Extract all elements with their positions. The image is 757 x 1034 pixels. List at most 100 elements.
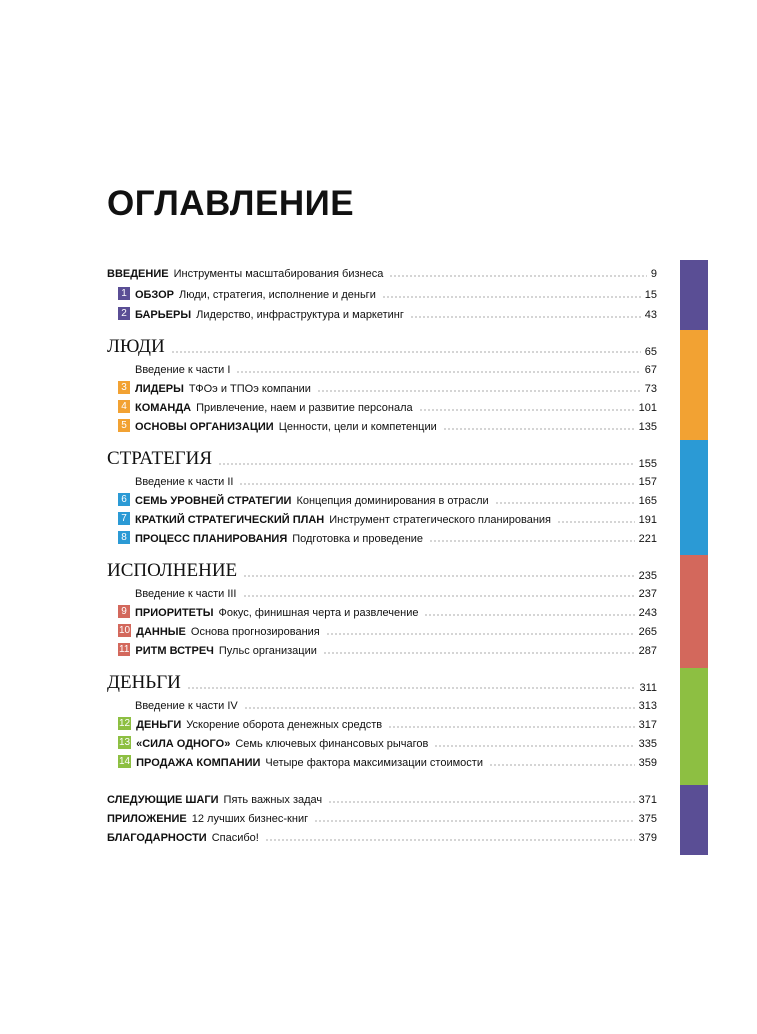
dot-leader (325, 633, 635, 635)
entry-text: Четыре фактора максимизации стоимости (265, 757, 483, 769)
entry-text: Введение к части II (135, 476, 234, 488)
section-heading: ДЕНЬГИ (107, 672, 181, 693)
toc-entry: 13 «СИЛА ОДНОГО» Семь ключевых финансовых … (118, 734, 657, 750)
entry-text: Фокус, финишная черта и развлечение (218, 607, 419, 619)
section-heading: ЛЮДИ (107, 336, 165, 357)
color-tab (680, 260, 708, 330)
chapter-number: 14 (118, 755, 132, 768)
entry-text: Пульс организации (218, 645, 317, 657)
page-number: 311 (639, 682, 657, 694)
chapter-number: 7 (118, 512, 130, 525)
toc-title: ОГЛАВЛЕНИЕ (107, 184, 355, 223)
page-number: 379 (638, 832, 657, 844)
entry-label: КРАТКИЙ СТРАТЕГИЧЕСКИЙ ПЛАН (135, 514, 325, 526)
dot-leader (322, 652, 635, 654)
entry-text: Введение к части III (135, 588, 237, 600)
entry-text: Семь ключевых финансовых рычагов (235, 738, 429, 750)
entry-text: Привлечение, наем и развитие персонала (196, 402, 413, 414)
dot-leader (442, 428, 635, 430)
section-heading-row: ИСПОЛНЕНИЕ 235 (107, 560, 657, 582)
page-number: 287 (638, 645, 657, 657)
page-number: 67 (644, 364, 657, 376)
dot-leader (316, 390, 641, 392)
toc-entry: ВВЕДЕНИЕ Инструменты масштабирования бизн… (107, 264, 657, 280)
entry-text: 12 лучших бизнес-книг (191, 813, 309, 825)
page-number: 235 (638, 570, 657, 582)
dot-leader (429, 540, 635, 542)
chapter-number: 4 (118, 400, 130, 413)
toc-entry: 2 БАРЬЕРЫ Лидерство, инфраструктура и марк… (118, 305, 657, 321)
page-number: 371 (638, 794, 657, 806)
page-number: 265 (638, 626, 657, 638)
page-number: 375 (638, 813, 657, 825)
section-heading: ИСПОЛНЕНИЕ (107, 560, 238, 581)
chapter-number: 6 (118, 493, 130, 506)
dot-leader (424, 614, 635, 616)
chapter-number: 5 (118, 419, 130, 432)
section-heading-row: ДЕНЬГИ 311 (107, 672, 657, 694)
dot-leader (328, 801, 635, 803)
entry-label: ДАННЫЕ (136, 626, 186, 638)
color-tab (680, 330, 708, 440)
entry-text: Люди, стратегия, исполнение и деньги (178, 288, 376, 301)
chapter-number: 9 (118, 605, 130, 618)
page-number: 65 (644, 346, 657, 358)
chapter-number: 13 (118, 736, 132, 749)
color-tab (680, 440, 708, 555)
page-number: 221 (638, 533, 657, 545)
dot-leader (264, 839, 635, 841)
chapter-number: 11 (118, 643, 131, 656)
page-number: 9 (650, 268, 657, 280)
toc-entry: Введение к части III 237 (135, 584, 657, 600)
toc-entry: СЛЕДУЮЩИЕ ШАГИ Пять важных задач 371 (107, 790, 657, 806)
entry-label: СЕМЬ УРОВНЕЙ СТРАТЕГИИ (135, 495, 292, 507)
entry-text: Концепция доминирования в отрасли (296, 495, 489, 507)
entry-text: Инструмент стратегического планирования (329, 514, 552, 526)
page-number: 155 (638, 458, 657, 470)
entry-label: БЛАГОДАРНОСТИ (107, 832, 207, 844)
dot-leader (239, 483, 635, 485)
dot-leader (242, 595, 635, 597)
entry-label: ПРИЛОЖЕНИЕ (107, 813, 187, 825)
entry-text: Подготовка и проведение (292, 533, 424, 545)
page-number: 335 (638, 738, 657, 750)
toc-entry: 6 СЕМЬ УРОВНЕЙ СТРАТЕГИИ Концепция доминир… (118, 491, 657, 507)
entry-label: КОМАНДА (135, 402, 192, 414)
page-number: 191 (638, 514, 657, 526)
dot-leader (236, 371, 641, 373)
entry-text: Спасибо! (211, 832, 259, 844)
entry-label: СЛЕДУЮЩИЕ ШАГИ (107, 794, 219, 806)
dot-leader (388, 726, 635, 728)
dot-leader (186, 687, 636, 689)
entry-label: ДЕНЬГИ (136, 719, 182, 731)
entry-label: ПРОДАЖА КОМПАНИИ (136, 757, 261, 769)
toc-entry: 8 ПРОЦЕСС ПЛАНИРОВАНИЯ Подготовка и провед… (118, 529, 657, 545)
entry-text: Введение к части IV (135, 700, 238, 712)
chapter-number: 12 (118, 717, 132, 730)
dot-leader (389, 275, 647, 277)
dot-leader (418, 409, 635, 411)
toc-entry: 11 РИТМ ВСТРЕЧ Пульс организации 287 (118, 641, 657, 657)
section-heading: СТРАТЕГИЯ (107, 448, 213, 469)
entry-text: Основа прогнозирования (190, 626, 320, 638)
section-heading-row: СТРАТЕГИЯ 155 (107, 448, 657, 470)
chapter-number: 8 (118, 531, 130, 544)
page-number: 359 (638, 757, 657, 769)
page-number: 243 (638, 607, 657, 619)
dot-leader (434, 745, 635, 747)
toc-entry: 9 ПРИОРИТЕТЫ Фокус, финишная черта и развл… (118, 603, 657, 619)
entry-label: ОСНОВЫ ОРГАНИЗАЦИИ (135, 421, 274, 433)
toc-entry: 10 ДАННЫЕ Основа прогнозирования 265 (118, 622, 657, 638)
page-number: 157 (638, 476, 657, 488)
page-number: 101 (638, 402, 657, 414)
chapter-number: 10 (118, 624, 132, 637)
entry-label: БАРЬЕРЫ (135, 309, 192, 321)
dot-leader (409, 316, 641, 318)
toc-entry: 4 КОМАНДА Привлечение, наем и развитие пер… (118, 398, 657, 414)
dot-leader (243, 707, 635, 709)
entry-text: ТФОэ и ТПОэ компании (188, 383, 311, 395)
chapter-number: 1 (118, 286, 130, 300)
entry-label: ВВЕДЕНИЕ (107, 268, 169, 280)
page-number: 15 (644, 288, 657, 301)
entry-label: «СИЛА ОДНОГО» (136, 738, 231, 750)
